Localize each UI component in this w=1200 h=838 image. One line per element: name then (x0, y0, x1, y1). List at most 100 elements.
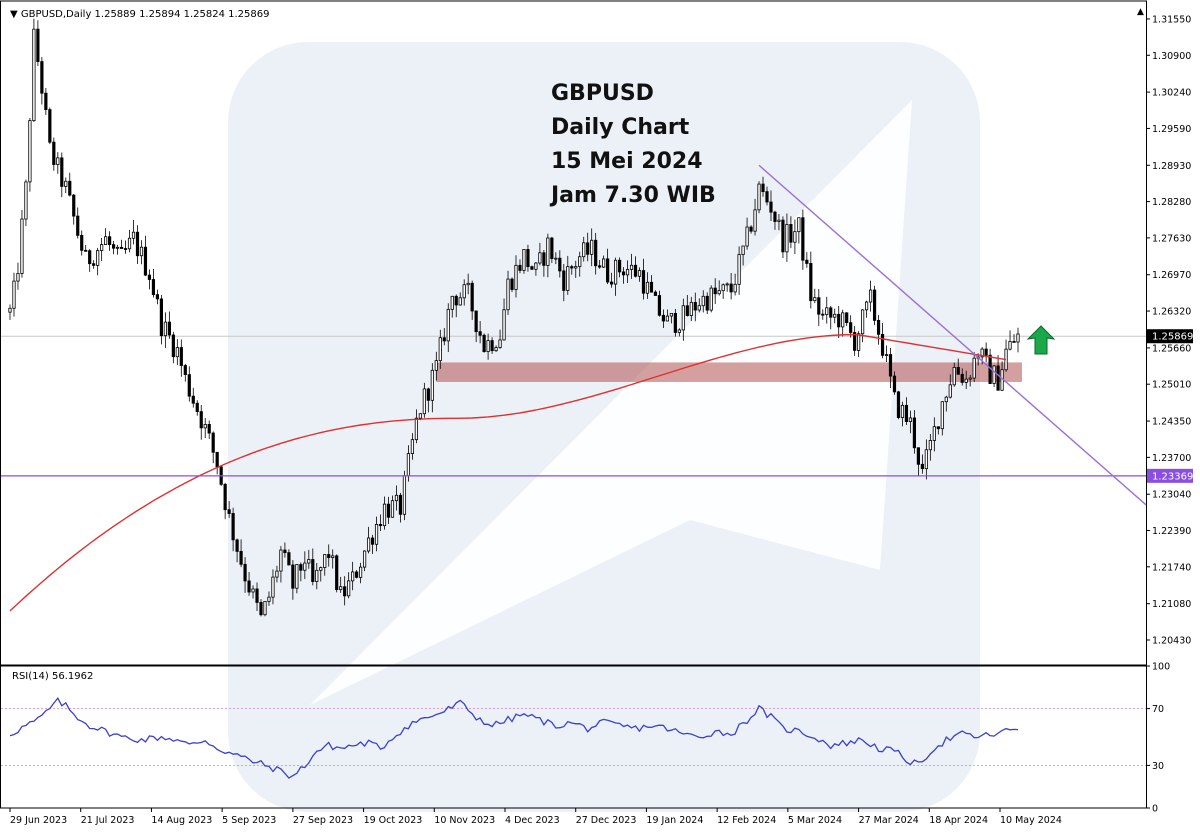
rsi-line (9, 697, 1019, 779)
candle (594, 232, 598, 275)
candle-body (438, 337, 442, 362)
candle (139, 240, 144, 265)
candle (912, 410, 917, 454)
candle-body (510, 278, 514, 290)
candle-body (195, 402, 199, 413)
candle (916, 447, 920, 477)
rsi-tick-label: 70 (1152, 704, 1164, 715)
candle (104, 228, 108, 245)
date-tick-label: 5 Sep 2023 (222, 815, 276, 826)
candle (617, 257, 622, 278)
candle-body (514, 264, 518, 290)
candle (410, 433, 415, 460)
rsi-tick-label: 100 (1152, 662, 1170, 673)
candle-body (968, 377, 972, 380)
candle (793, 219, 797, 255)
candle-body (570, 266, 574, 269)
candle-body (235, 539, 239, 552)
candle (960, 368, 964, 386)
candle (701, 290, 705, 313)
candle-body (60, 157, 64, 187)
candle-body (534, 262, 538, 270)
candle (621, 267, 626, 284)
candle-body (892, 375, 897, 393)
candle (884, 345, 889, 363)
date-tick-label: 10 May 2024 (1000, 815, 1062, 826)
candle-body (817, 297, 821, 315)
candle-body (104, 236, 108, 245)
candle-body (406, 453, 411, 477)
candle-body (689, 301, 693, 317)
candle-body (446, 308, 450, 342)
candle (291, 560, 295, 600)
candle (76, 207, 80, 239)
candle-body (661, 314, 666, 322)
candle (227, 501, 231, 518)
candle-body (414, 417, 418, 441)
candle (299, 562, 303, 582)
current-price-value: 1.25869 (1152, 332, 1193, 343)
candle-body (912, 417, 917, 449)
candle (295, 564, 299, 594)
candle-body (506, 278, 510, 311)
candle-body (936, 426, 940, 430)
candle (637, 267, 642, 282)
candle (351, 561, 355, 591)
candle (374, 516, 379, 552)
candle-body (163, 321, 167, 337)
candle (183, 363, 187, 382)
candle (402, 470, 407, 521)
candle (876, 315, 881, 345)
candle (92, 260, 96, 269)
candle (115, 244, 120, 255)
candle-body (40, 61, 44, 94)
candle (809, 251, 813, 309)
candle (303, 551, 307, 580)
candle (853, 326, 857, 356)
candle (534, 262, 538, 276)
candle (311, 548, 315, 586)
candle-body (681, 305, 685, 331)
candle (546, 233, 550, 278)
candle (239, 539, 243, 568)
candle (243, 557, 247, 593)
candle-body (641, 270, 646, 294)
candle-body (267, 596, 271, 602)
candle-body (199, 411, 203, 429)
candle-body (952, 366, 956, 386)
candle-body (673, 312, 677, 333)
candle-body (621, 271, 626, 276)
candle-body (139, 246, 144, 257)
candle-body (721, 284, 725, 292)
candle (789, 216, 793, 248)
candle-body (347, 580, 351, 597)
candle (16, 262, 20, 290)
candle-body (299, 564, 303, 571)
candle (570, 264, 574, 275)
date-tick-label: 19 Oct 2023 (364, 815, 423, 826)
candle (530, 265, 534, 270)
candle (833, 308, 837, 324)
candle (68, 172, 72, 197)
candle-body (175, 347, 179, 358)
candle (187, 366, 191, 402)
candle (355, 570, 359, 579)
candle-body (319, 567, 323, 571)
candle-body (8, 307, 12, 313)
candle (665, 309, 669, 322)
candle-body (637, 270, 642, 277)
candle (382, 496, 387, 530)
candle (888, 347, 893, 388)
candle-body (343, 586, 347, 597)
candle-body (466, 282, 470, 286)
candle-body (797, 217, 801, 233)
candle (749, 225, 753, 234)
candle-body (382, 503, 387, 527)
annotation-line-3: 15 Mei 2024 (551, 149, 703, 174)
date-tick-label: 29 Jun 2023 (10, 815, 67, 826)
rsi-levels (1, 708, 1146, 766)
candle-body (562, 270, 566, 291)
candle (988, 348, 992, 384)
candle-body (279, 549, 283, 572)
candle (422, 382, 426, 418)
